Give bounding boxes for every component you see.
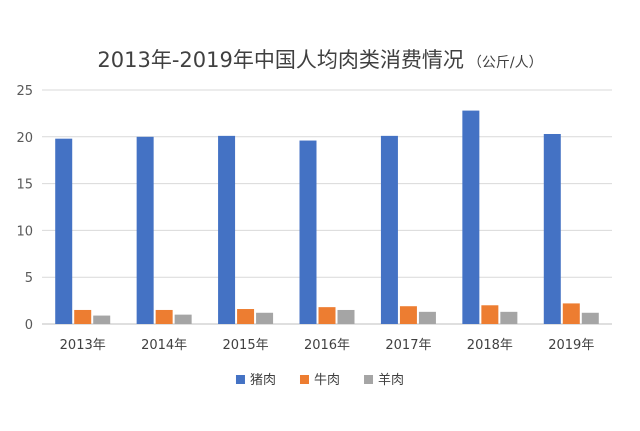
y-tick-label: 20 [16, 131, 33, 146]
bar [581, 312, 599, 324]
bar [380, 135, 398, 324]
bar [256, 312, 274, 324]
bar [93, 315, 111, 324]
x-tick-label: 2018年 [467, 338, 513, 353]
legend-swatch [364, 375, 374, 384]
bar [299, 140, 317, 324]
legend-label: 猪肉 [250, 373, 276, 388]
x-axis-ticks: 2013年 2014年 2015年 2016年 2017年 2018年 2019年 [60, 338, 595, 353]
bar [136, 136, 154, 324]
bar [500, 311, 518, 324]
y-tick-label: 10 [16, 224, 33, 239]
legend-swatch [299, 375, 309, 384]
x-tick-label: 2017年 [385, 338, 431, 353]
x-tick-label: 2019年 [548, 338, 594, 353]
bar [174, 314, 192, 324]
bar [543, 133, 561, 324]
bar [218, 135, 236, 324]
bar [399, 306, 417, 324]
bars [55, 110, 599, 324]
bar [55, 138, 73, 324]
legend: 猪肉 牛肉 羊肉 [235, 372, 404, 388]
bar [462, 110, 480, 324]
legend-item: 羊肉 [364, 372, 404, 388]
y-tick-label: 0 [25, 318, 33, 333]
legend-swatch [235, 375, 245, 384]
chart-subtitle: （公斤/人） [468, 55, 543, 71]
bar [318, 307, 336, 324]
bar [155, 309, 173, 324]
legend-label: 羊肉 [378, 372, 404, 388]
bar [74, 309, 92, 324]
bar [481, 305, 499, 324]
legend-item: 牛肉 [299, 373, 340, 388]
y-tick-label: 5 [25, 271, 33, 286]
x-tick-label: 2015年 [223, 338, 269, 353]
bar [237, 309, 255, 324]
legend-item: 猪肉 [235, 373, 276, 388]
x-tick-label: 2014年 [141, 338, 187, 353]
bar [337, 309, 355, 324]
gridlines [42, 89, 612, 325]
x-tick-label: 2013年 [60, 338, 106, 353]
chart-title: 2013年-2019年中国人均肉类消费情况 [97, 48, 463, 72]
bar [562, 303, 580, 324]
y-tick-label: 15 [16, 178, 33, 193]
legend-label: 牛肉 [314, 373, 340, 388]
y-axis-ticks: 0 5 10 15 20 25 [16, 84, 33, 333]
x-tick-label: 2016年 [304, 338, 350, 353]
bar [418, 311, 436, 324]
y-tick-label: 25 [16, 84, 33, 99]
